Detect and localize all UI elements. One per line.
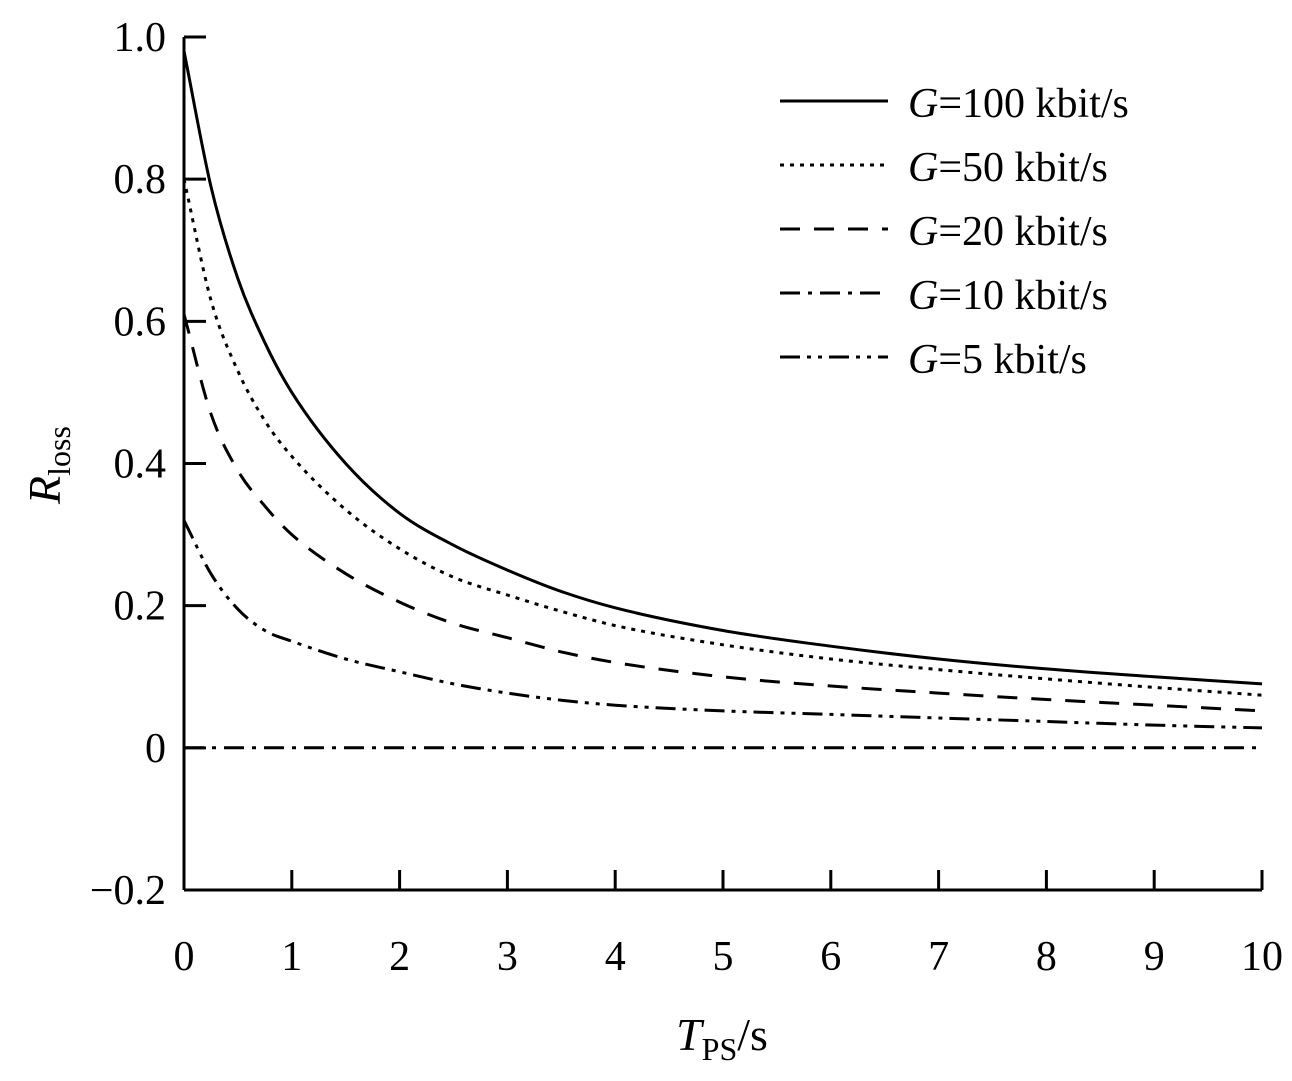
x-tick-label: 5: [713, 934, 734, 980]
legend-label-value: =20 kbit/s: [938, 209, 1108, 255]
legend-label-value: =5 kbit/s: [938, 337, 1087, 383]
x-axis-title: TPS/s: [676, 1009, 768, 1067]
x-axis-title-main: T: [676, 1009, 705, 1060]
legend-label-4: G=5 kbit/s: [908, 337, 1087, 383]
x-tick-label: 3: [497, 934, 518, 980]
series-layer: [182, 50, 1263, 750]
series-line-1: [182, 178, 1263, 697]
legend-label-variable: G: [908, 273, 938, 319]
y-axis-title-main: R: [19, 476, 70, 505]
legend-label-variable: G: [908, 337, 938, 383]
legend-label-variable: G: [908, 81, 938, 127]
x-tick-label: 10: [1241, 934, 1283, 980]
y-tick-label: 0.4: [114, 442, 167, 488]
y-tick-label: 0: [145, 726, 166, 772]
ticks: 0 1 2 3 4 5 6 7 8 9 10−0.200.20.40.60.81.0: [90, 15, 1283, 980]
legend-label-2: G=20 kbit/s: [908, 209, 1108, 255]
x-tick-label: 6: [820, 934, 841, 980]
y-tick-label: 1.0: [114, 15, 167, 61]
y-axis-title-sub: loss: [41, 426, 77, 476]
y-axis-title: Rloss: [19, 426, 77, 505]
legend-label-3: G=10 kbit/s: [908, 273, 1108, 319]
legend-label-value: =100 kbit/s: [938, 81, 1129, 127]
x-tick-label: 7: [928, 934, 949, 980]
series-line-2: [182, 313, 1263, 713]
legend-label-value: =10 kbit/s: [938, 273, 1108, 319]
x-tick-label: 9: [1144, 934, 1165, 980]
x-tick-label: 4: [605, 934, 626, 980]
x-tick-label: 0: [174, 934, 195, 980]
legend-label-variable: G: [908, 209, 938, 255]
y-tick-label: 0.8: [114, 157, 167, 203]
legend-label-0: G=100 kbit/s: [908, 81, 1129, 127]
x-tick-label: 1: [281, 934, 302, 980]
x-tick-label: 2: [389, 934, 410, 980]
series-line-4: [182, 519, 1263, 730]
y-tick-label: −0.2: [90, 868, 166, 914]
x-tick-label: 8: [1036, 934, 1057, 980]
legend-label-value: =50 kbit/s: [938, 145, 1108, 191]
series-line-0: [182, 50, 1263, 686]
legend-label-1: G=50 kbit/s: [908, 145, 1108, 191]
legend-label-variable: G: [908, 145, 938, 191]
y-tick-label: 0.6: [114, 299, 167, 345]
x-axis-title-sub: PS: [702, 1031, 738, 1067]
x-axis-title-suffix: /s: [737, 1009, 768, 1060]
legend: G=100 kbit/sG=50 kbit/sG=20 kbit/sG=10 k…: [780, 81, 1129, 383]
y-tick-label: 0.2: [114, 584, 167, 630]
